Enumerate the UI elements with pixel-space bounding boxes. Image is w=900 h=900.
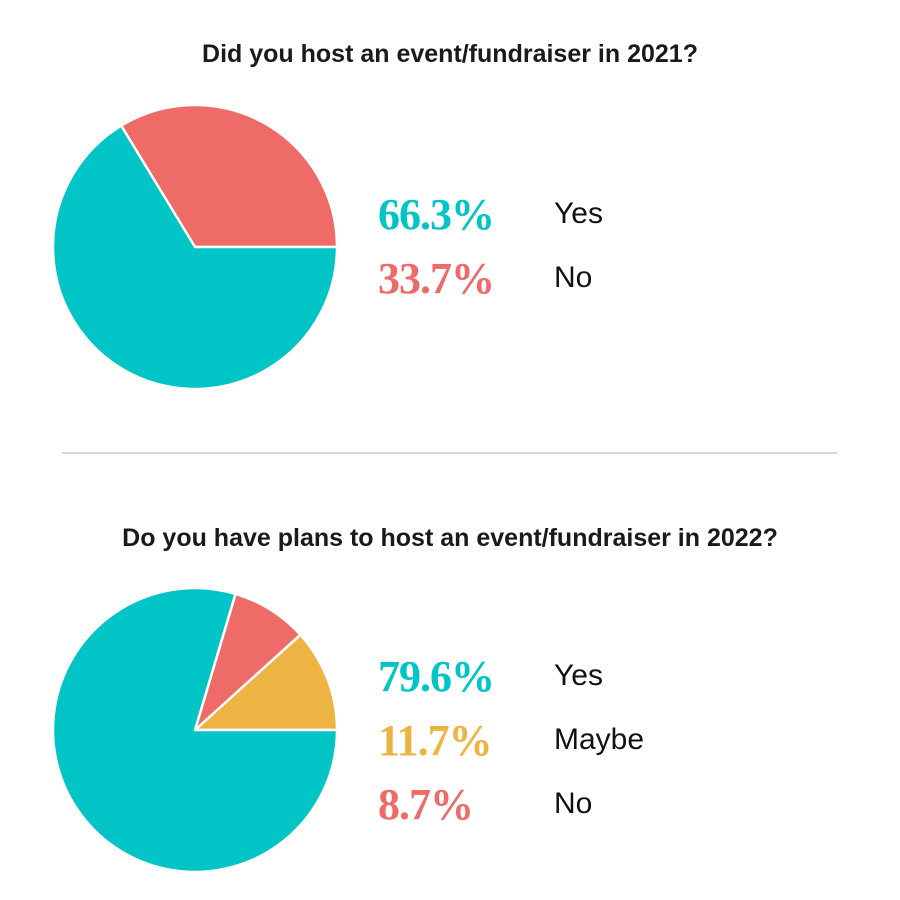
data-label-yes-pct: 66.3% [378, 189, 495, 239]
legend-row-yes: 66.3% Yes [378, 182, 603, 246]
pie-slice-no [119, 103, 339, 249]
legend-2022: 79.6% Yes 11.7% Maybe 8.7% No [378, 644, 644, 836]
chart-title-2021: Did you host an event/fundraiser in 2021… [202, 40, 698, 68]
legend-2021: 66.3% Yes 33.7% No [378, 182, 603, 310]
legend-row-maybe: 11.7% Maybe [378, 708, 644, 772]
legend-row-yes: 79.6% Yes [378, 644, 644, 708]
pie-chart-2021 [51, 103, 339, 391]
pie-slice-maybe [193, 633, 339, 732]
pie-slice-yes [51, 586, 339, 874]
data-label-maybe-pct: 11.7% [378, 715, 493, 765]
legend-label-yes: Yes [554, 197, 603, 230]
legend-row-no: 33.7% No [378, 246, 603, 310]
section-divider [62, 452, 837, 454]
data-label-no-pct: 33.7% [378, 253, 495, 303]
legend-label-no: No [554, 787, 593, 820]
legend-row-no: 8.7% No [378, 772, 644, 836]
legend-label-no: No [554, 261, 593, 294]
data-label-no-pct: 8.7% [378, 779, 474, 829]
legend-label-maybe: Maybe [554, 723, 645, 756]
pie-chart-2022 [51, 586, 339, 874]
chart-title-2022: Do you have plans to host an event/fundr… [122, 524, 778, 552]
legend-label-yes: Yes [554, 659, 603, 692]
pie-slice-yes [51, 124, 339, 391]
data-label-yes-pct: 79.6% [378, 651, 495, 701]
